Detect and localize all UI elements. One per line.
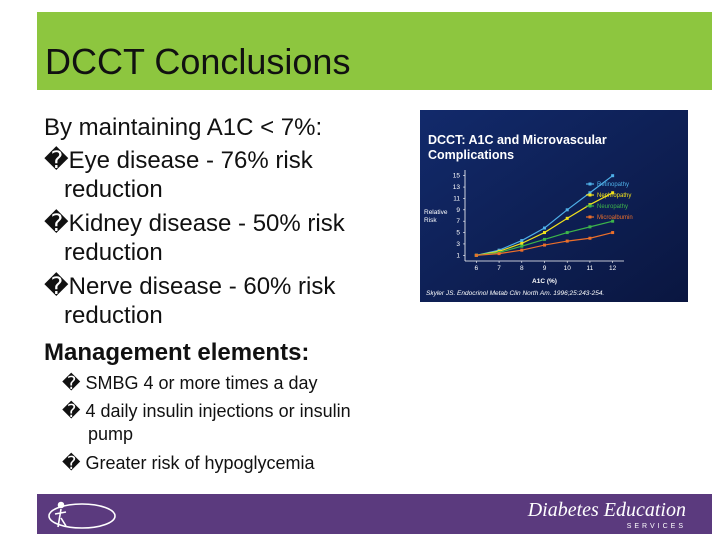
y-axis-label: Risk bbox=[424, 217, 437, 224]
data-point bbox=[543, 226, 546, 230]
data-point bbox=[543, 237, 546, 241]
sub-bullet-line: � Greater risk of hypoglycemia bbox=[62, 452, 316, 473]
x-tick-label: 6 bbox=[475, 265, 479, 272]
data-point bbox=[611, 174, 615, 178]
footer-bar bbox=[37, 494, 712, 534]
x-tick-label: 8 bbox=[520, 265, 524, 272]
data-point bbox=[588, 236, 592, 240]
data-point bbox=[565, 216, 569, 220]
legend-label: Microalbumin bbox=[597, 215, 633, 221]
x-tick-label: 11 bbox=[587, 265, 594, 272]
legend-label: Retinopathy bbox=[597, 182, 629, 188]
bullet-continuation: reduction bbox=[64, 239, 163, 266]
x-tick-label: 9 bbox=[543, 265, 547, 272]
data-point bbox=[565, 231, 569, 235]
title-bar bbox=[37, 12, 712, 90]
management-heading: Management elements: bbox=[44, 339, 309, 366]
data-point bbox=[565, 239, 569, 243]
y-tick-label: 5 bbox=[456, 230, 460, 237]
x-tick-label: 10 bbox=[564, 265, 572, 272]
sub-bullet-continuation: pump bbox=[88, 424, 133, 444]
footer-logo-subtext: SERVICES bbox=[627, 523, 686, 530]
legend-marker bbox=[588, 204, 592, 208]
y-tick-label: 3 bbox=[456, 241, 460, 248]
source-note: Skyler JS. Endocrinol Metab Clin North A… bbox=[426, 290, 604, 297]
legend-label: Neuropathy bbox=[597, 204, 628, 210]
footer-logo-text: Diabetes Education bbox=[527, 499, 686, 521]
legend-marker bbox=[588, 193, 592, 197]
bullet-line: �Kidney disease - 50% risk bbox=[44, 209, 346, 237]
chart-title: Complications bbox=[428, 148, 514, 162]
bullet-continuation: reduction bbox=[64, 176, 163, 203]
data-point bbox=[497, 252, 501, 256]
x-tick-label: 12 bbox=[609, 265, 617, 272]
chart-title: DCCT: A1C and Microvascular bbox=[428, 133, 607, 147]
slide-title: DCCT Conclusions bbox=[45, 41, 350, 82]
y-tick-label: 15 bbox=[453, 173, 461, 180]
footer-icon bbox=[48, 501, 116, 529]
y-axis-label: Relative bbox=[424, 209, 448, 216]
data-point bbox=[520, 244, 524, 248]
legend-marker bbox=[588, 182, 592, 186]
bullet-continuation: reduction bbox=[64, 302, 163, 329]
data-point bbox=[611, 219, 615, 223]
y-tick-label: 7 bbox=[456, 218, 460, 225]
data-point bbox=[565, 208, 569, 212]
sub-bullet-line: � 4 daily insulin injections or insulin bbox=[62, 400, 351, 421]
intro-line: By maintaining A1C < 7%: bbox=[44, 114, 322, 141]
y-tick-label: 1 bbox=[456, 252, 460, 259]
bullet-line: �Nerve disease - 60% risk bbox=[44, 272, 336, 300]
y-tick-label: 13 bbox=[453, 184, 461, 191]
data-point bbox=[474, 253, 478, 257]
x-tick-label: 7 bbox=[497, 265, 501, 272]
data-point bbox=[543, 243, 546, 247]
y-tick-label: 11 bbox=[453, 195, 460, 202]
data-point bbox=[543, 231, 546, 235]
sub-bullet-line: � SMBG 4 or more times a day bbox=[62, 372, 318, 393]
bullet-line: �Eye disease - 76% risk bbox=[44, 146, 314, 174]
legend-marker bbox=[588, 215, 592, 219]
data-point bbox=[588, 225, 592, 229]
data-point bbox=[520, 239, 524, 243]
legend-label: Nephropathy bbox=[597, 193, 631, 199]
data-point bbox=[611, 231, 615, 235]
data-point bbox=[520, 248, 524, 252]
data-point bbox=[520, 241, 524, 245]
data-point bbox=[611, 191, 615, 195]
y-tick-label: 9 bbox=[456, 207, 460, 214]
x-axis-label: A1C (%) bbox=[532, 278, 557, 285]
data-point bbox=[588, 191, 592, 195]
